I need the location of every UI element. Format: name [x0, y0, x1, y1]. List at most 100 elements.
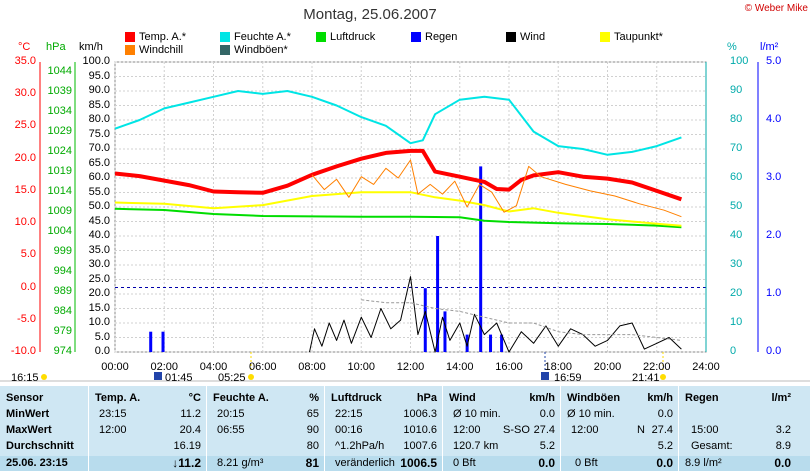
series-line [114, 191, 682, 227]
x-tick: 20:00 [593, 361, 622, 373]
chart-grid [39, 61, 759, 353]
luftdruck-avg-value: 1007.6 [403, 440, 437, 452]
windboeen-max-value: 27.4 [651, 424, 673, 436]
luftdruck-max-time: 00:16 [335, 424, 363, 436]
windboeen-avg10-value: 0.0 [657, 408, 673, 420]
moonrise-time: 16:59 [554, 372, 582, 384]
legend-swatch [411, 32, 421, 42]
wind-max-direction: S-SO [503, 424, 530, 436]
pressure-tick: 1014 [47, 185, 72, 197]
humidity-tick: 10 [730, 316, 743, 328]
col-temp: Temp. A. °C 23:15 11.2 12:00 20.4 16.19 … [88, 386, 207, 471]
moon-icon [541, 372, 549, 380]
legend-item: Wind [506, 31, 545, 43]
copyright-label: © Weber Mike [744, 3, 808, 14]
feuchte-max-time: 06:55 [217, 424, 245, 436]
legend-label: Taupunkt* [614, 31, 663, 43]
series-line [309, 276, 682, 353]
rain-tick: 4.0 [766, 113, 782, 125]
regen-day-total: 8.9 l/m² [685, 457, 722, 469]
rain-bar [161, 331, 165, 352]
legend-label: Windchill [139, 44, 184, 56]
unit-rain: l/m² [760, 41, 779, 53]
pressure-tick: 994 [53, 265, 72, 277]
x-tick: 16:00 [495, 361, 523, 373]
rain-tick: 2.0 [766, 229, 782, 241]
luftdruck-forecast: veränderlich [335, 457, 395, 469]
row-max-label: MaxWert [6, 424, 52, 436]
windboeen-header: Windböen [567, 392, 621, 404]
rain-bars [149, 166, 504, 352]
pressure-tick: 984 [53, 305, 72, 317]
pressure-tick: 1024 [47, 145, 72, 157]
x-tick: 08:00 [298, 361, 326, 373]
temp-tick: 20.0 [14, 151, 36, 164]
wind-tick: 30.0 [88, 258, 110, 270]
humidity-tick: 0 [730, 345, 737, 357]
wind-tick: 60.0 [88, 171, 110, 183]
sun-moon-timeline [0, 352, 810, 382]
humidity-tick: 60 [730, 171, 743, 183]
col-wind: Wind km/h Ø 10 min. 0.0 12:00 S-SO 27.4 … [442, 386, 561, 471]
wind-tick: 25.0 [88, 272, 110, 285]
humidity-tick: 50 [730, 200, 743, 212]
temp-tick: 30.0 [14, 87, 36, 100]
temp-avg-value: 16.19 [173, 440, 201, 452]
legend-label: Temp. A.* [139, 31, 187, 43]
wind-avg-value: 5.2 [539, 440, 555, 452]
pressure-tick: 1044 [47, 65, 72, 77]
rain-bar [479, 166, 483, 352]
wind-tick: 40.0 [88, 229, 110, 241]
wind-tick: 100.0 [82, 55, 110, 67]
windboeen-max-direction: N [637, 424, 645, 436]
wind-beaufort: 0 Bft [453, 457, 476, 469]
series-lines [114, 90, 683, 353]
wind-tick: 85.0 [88, 98, 110, 111]
x-tick: 18:00 [544, 361, 573, 373]
pressure-tick: 1004 [47, 225, 72, 237]
wind-tick: 95.0 [88, 69, 110, 82]
wind-tick: 5.0 [94, 330, 110, 343]
humidity-tick: 20 [730, 287, 743, 299]
x-tick: 14:00 [445, 361, 474, 373]
wind-header: Wind [449, 392, 476, 404]
humidity-tick: 90 [730, 84, 743, 96]
rain-tick: 5.0 [766, 55, 782, 67]
wind-avg10-value: 0.0 [539, 408, 555, 420]
col-regen: Regen l/m² 15:00 3.2 Gesamt: 8.9 8.9 l/m… [678, 386, 810, 471]
sunset-time: 21:41 [632, 372, 660, 384]
moonset-time: 01:45 [165, 372, 193, 384]
feuchte-header: Feuchte A. [213, 392, 269, 404]
legend-item: Feuchte A.* [220, 31, 291, 43]
sun-icon [660, 374, 666, 380]
sunrise-time: 05:25 [218, 372, 246, 384]
series-line [114, 90, 682, 156]
temp-header: Temp. A. [95, 392, 141, 404]
rain-bar [436, 236, 440, 352]
legend-swatch [220, 32, 230, 42]
rain-bar [443, 311, 447, 352]
windboeen-max-time: 12:00 [571, 424, 599, 436]
windboeen-avg10-label: Ø 10 min. [567, 408, 615, 420]
feuchte-current-value: 81 [305, 456, 319, 470]
wind-max-time: 12:00 [453, 424, 481, 436]
luftdruck-current-value: 1006.5 [400, 456, 437, 470]
luftdruck-unit: hPa [416, 392, 437, 404]
pressure-tick: 989 [53, 285, 72, 297]
temp-min-value: 11.2 [180, 408, 201, 420]
wind-tick: 50.0 [88, 200, 110, 212]
windboeen-avg-value: 5.2 [657, 440, 673, 452]
wind-tick: 20.0 [88, 287, 110, 299]
series-line [361, 299, 682, 341]
moon-icon [154, 372, 162, 380]
temp-tick: -10.0 [10, 345, 36, 357]
legend-item: Windböen* [220, 44, 288, 56]
wind-tick: 35.0 [88, 243, 110, 256]
humidity-tick: 30 [730, 258, 743, 270]
wind-tick: 70.0 [88, 142, 110, 154]
temp-max-value: 20.4 [179, 424, 201, 436]
unit-wind: km/h [79, 41, 103, 53]
legend-swatch [125, 45, 135, 55]
wind-tick: 45.0 [88, 214, 110, 227]
luftdruck-min-value: 1006.3 [403, 408, 437, 420]
